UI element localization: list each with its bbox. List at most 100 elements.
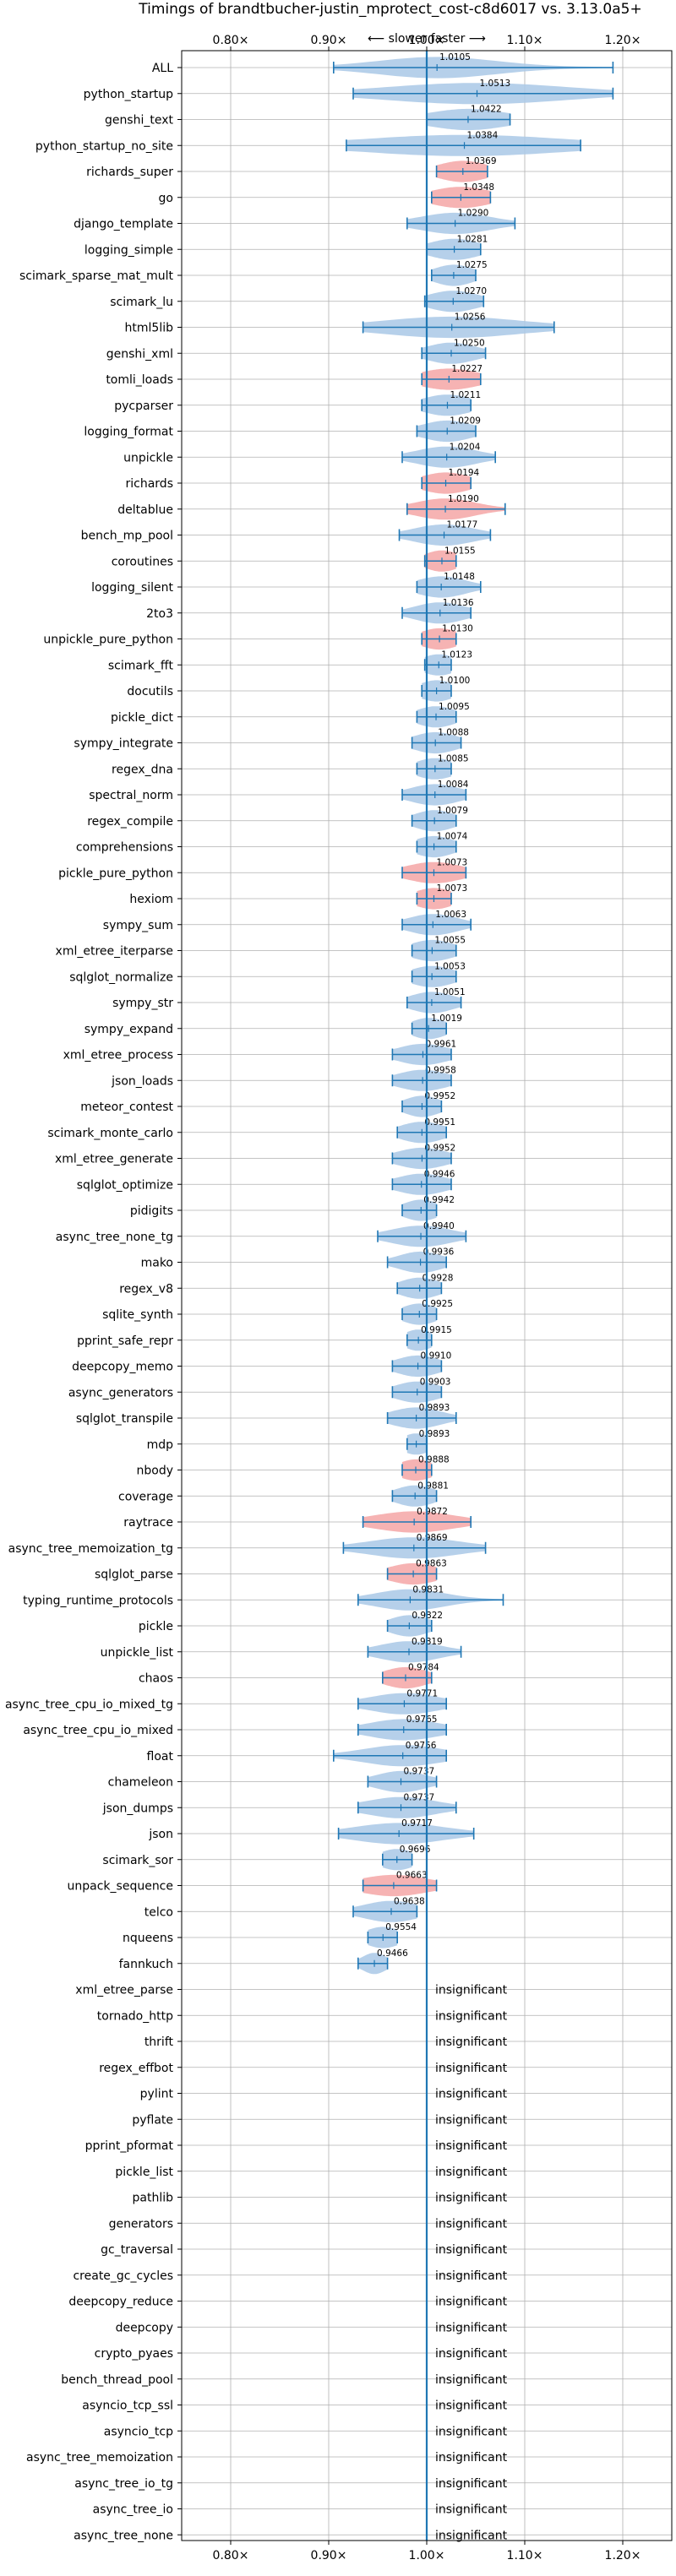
benchmark-label: pickle <box>139 1620 173 1633</box>
x-tick-label-top: 1.10× <box>507 34 543 47</box>
benchmark-row: async_tree_io insignificant <box>93 2503 508 2517</box>
benchmark-row: 2to3 1.0136 <box>146 598 474 624</box>
benchmark-label: scimark_fft <box>108 659 174 672</box>
benchmark-row: go 1.0348 <box>159 182 494 209</box>
benchmark-label: asyncio_tcp_ssl <box>82 2399 173 2413</box>
value-label: 0.9893 <box>419 1429 450 1439</box>
value-label: 0.9915 <box>421 1325 452 1335</box>
benchmark-label: meteor_contest <box>80 1101 173 1114</box>
value-label: 1.0051 <box>434 987 466 997</box>
benchmark-label: telco <box>144 1905 173 1919</box>
benchmark-row: async_tree_cpu_io_mixed_tg 0.9771 <box>5 1688 448 1715</box>
benchmark-label: spectral_norm <box>89 789 173 802</box>
benchmark-row: tomli_loads 1.0227 <box>106 364 482 390</box>
benchmark-label: json <box>148 1828 173 1841</box>
benchmark-label: async_tree_io_tg <box>74 2477 173 2491</box>
benchmark-label: html5lib <box>125 322 174 335</box>
benchmark-label: sqlite_synth <box>102 1308 173 1322</box>
insignificant-label: insignificant <box>435 2296 508 2309</box>
benchmark-label: scimark_monte_carlo <box>47 1127 173 1140</box>
benchmark-row: genshi_text 1.0422 <box>105 105 511 131</box>
insignificant-label: insignificant <box>435 2477 508 2491</box>
value-label: 0.9638 <box>394 1896 425 1906</box>
value-label: 0.9765 <box>406 1715 438 1725</box>
benchmark-label: float <box>147 1750 174 1764</box>
benchmark-label: unpickle <box>123 451 173 465</box>
value-label: 1.0148 <box>444 572 475 582</box>
benchmark-row: comprehensions 1.0074 <box>76 832 468 858</box>
value-label: 1.0063 <box>435 910 466 920</box>
benchmark-row: pickle_list insignificant <box>115 2166 507 2179</box>
value-label: 1.0130 <box>442 624 473 634</box>
benchmark-label: pickle_dict <box>111 711 174 725</box>
benchmark-label: richards <box>126 477 174 491</box>
plot-frame <box>181 50 673 2541</box>
benchmark-label: bench_thread_pool <box>61 2373 173 2387</box>
value-label: 0.9872 <box>417 1507 448 1517</box>
benchmark-label: async_tree_cpu_io_mixed <box>23 1724 173 1737</box>
benchmark-label: crypto_pyaes <box>95 2347 173 2361</box>
value-label: 1.0085 <box>438 753 469 764</box>
benchmark-row: xml_etree_parse insignificant <box>75 1984 507 1997</box>
value-label: 0.9756 <box>406 1741 437 1751</box>
benchmark-row: xml_etree_iterparse 1.0055 <box>56 936 466 962</box>
value-label: 0.9952 <box>424 1091 455 1101</box>
benchmark-label: sqlglot_optimize <box>77 1178 173 1192</box>
x-tick-label-top: 1.20× <box>605 34 641 47</box>
benchmark-label: ALL <box>152 62 173 75</box>
insignificant-label: insignificant <box>435 2217 508 2231</box>
benchmark-label: mdp <box>147 1438 174 1452</box>
value-label: 0.9903 <box>420 1377 451 1387</box>
benchmark-row: meteor_contest 0.9952 <box>80 1091 455 1117</box>
benchmark-row: chaos 0.9784 <box>139 1663 439 1689</box>
value-label: 1.0095 <box>439 702 470 712</box>
benchmark-row: sqlglot_normalize 1.0053 <box>69 961 466 987</box>
benchmark-label: fannkuch <box>119 1958 173 1971</box>
x-tick-label-bottom: 1.00× <box>409 2549 445 2562</box>
insignificant-label: insignificant <box>435 2113 508 2127</box>
benchmark-label: logging_format <box>84 426 173 439</box>
benchmark-label: regex_compile <box>87 815 173 829</box>
benchmark-label: pprint_safe_repr <box>77 1334 173 1348</box>
benchmark-row: hexiom 1.0073 <box>129 883 467 910</box>
benchmark-row: telco 0.9638 <box>144 1896 425 1922</box>
value-label: 1.0100 <box>439 676 471 686</box>
benchmark-row: deepcopy_memo 0.9910 <box>72 1351 451 1378</box>
benchmark-label: go <box>159 192 173 205</box>
x-tick-label-top: 1.00× <box>409 34 445 47</box>
insignificant-label: insignificant <box>435 2529 508 2542</box>
benchmark-label: unpickle_pure_python <box>43 633 173 647</box>
value-label: 1.0290 <box>458 209 489 219</box>
benchmark-label: sqlglot_normalize <box>69 970 173 984</box>
benchmark-row: pycparser 1.0211 <box>114 390 481 416</box>
benchmark-row: pidigits 0.9942 <box>130 1195 455 1221</box>
benchmark-row: raytrace 0.9872 <box>123 1507 472 1533</box>
value-label: 0.9946 <box>424 1169 455 1179</box>
value-label: 1.0053 <box>434 961 466 971</box>
benchmark-label: asyncio_tcp <box>104 2425 173 2438</box>
benchmark-label: nqueens <box>123 1932 173 1945</box>
benchmark-label: pathlib <box>133 2192 174 2205</box>
benchmark-row: json_dumps 0.9737 <box>102 1792 457 1818</box>
value-label: 0.9925 <box>422 1299 453 1309</box>
benchmark-row: json_loads 0.9958 <box>111 1065 456 1091</box>
benchmark-row: html5lib 1.0256 <box>125 312 555 339</box>
benchmark-row: sympy_sum 1.0063 <box>103 910 472 936</box>
benchmark-label: thrift <box>144 2035 174 2049</box>
benchmark-row: regex_compile 1.0079 <box>87 806 468 832</box>
benchmark-label: regex_effbot <box>99 2062 173 2075</box>
benchmark-row: generators insignificant <box>109 2217 508 2231</box>
benchmark-row: thrift insignificant <box>144 2035 508 2049</box>
benchmark-row: bench_mp_pool 1.0177 <box>81 520 492 546</box>
benchmark-label: async_tree_cpu_io_mixed_tg <box>5 1698 173 1711</box>
benchmark-row: crypto_pyaes insignificant <box>95 2347 508 2361</box>
benchmark-row: scimark_sor 0.9696 <box>102 1845 431 1871</box>
value-label: 0.9696 <box>400 1845 431 1855</box>
insignificant-label: insignificant <box>435 2425 508 2438</box>
benchmark-row: asyncio_tcp insignificant <box>104 2425 508 2438</box>
benchmark-row: pickle0.9822 <box>139 1611 443 1637</box>
benchmark-label: coverage <box>118 1490 173 1503</box>
benchmark-label: richards_super <box>86 166 173 179</box>
value-label: 0.9771 <box>406 1688 438 1698</box>
